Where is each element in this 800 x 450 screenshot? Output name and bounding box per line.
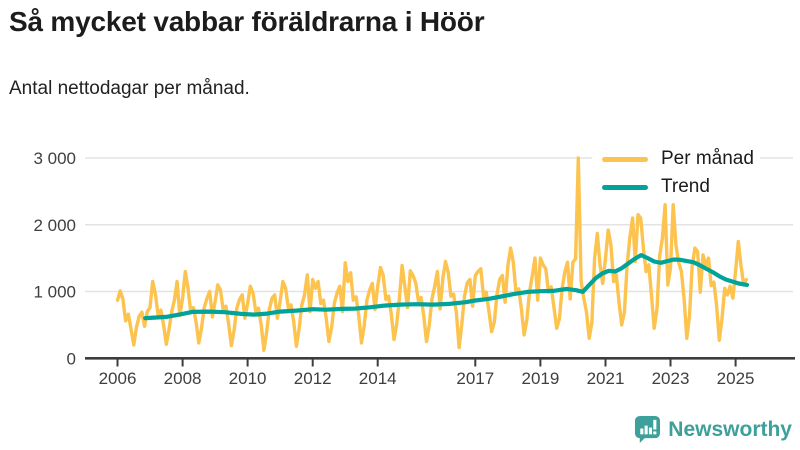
legend-item-per-manad: Per månad <box>602 145 754 173</box>
legend-item-trend: Trend <box>602 173 754 201</box>
y-tick-label: 2 000 <box>33 216 76 235</box>
y-tick-label: 3 000 <box>33 149 76 168</box>
trend-line-swatch-icon <box>602 184 648 190</box>
per-manad-line-swatch-icon <box>602 156 648 162</box>
trend-series-line <box>143 253 750 321</box>
x-tick-label: 2006 <box>99 369 137 388</box>
x-tick-label: 2010 <box>229 369 267 388</box>
x-tick-label: 2017 <box>456 369 494 388</box>
y-tick-label: 0 <box>67 349 76 368</box>
per-manad-series-line <box>115 156 749 352</box>
chart-legend: Per månad Trend <box>592 144 760 202</box>
x-tick-label: 2023 <box>652 369 690 388</box>
legend-label-per-manad: Per månad <box>661 148 754 169</box>
y-tick-label: 1 000 <box>33 283 76 302</box>
x-tick-label: 2019 <box>521 369 559 388</box>
newsworthy-brand-text: Newsworthy <box>668 417 792 441</box>
x-tick-label: 2025 <box>717 369 755 388</box>
x-tick-label: 2008 <box>164 369 202 388</box>
x-tick-label: 2014 <box>359 369 397 388</box>
newsworthy-logo: Newsworthy <box>634 415 792 444</box>
bar-chart-speech-bubble-icon <box>635 416 661 443</box>
page-subtitle: Antal nettodagar per månad. <box>9 78 250 99</box>
x-tick-label: 2012 <box>294 369 332 388</box>
page-title: Så mycket vabbar föräldrarna i Höör <box>9 6 485 37</box>
legend-label-trend: Trend <box>661 176 710 197</box>
x-tick-label: 2021 <box>587 369 625 388</box>
